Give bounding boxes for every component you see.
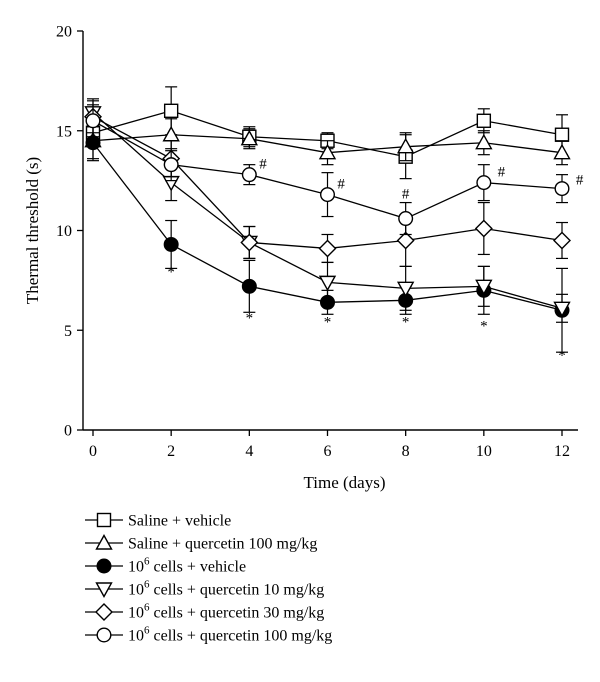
x-tick-label: 6	[324, 443, 332, 460]
data-point	[475, 279, 493, 296]
x-tick-label: 12	[554, 443, 570, 460]
significance-hash: #	[498, 165, 506, 181]
axes: 0 5 10 15 20 0 2 4 6 8 10 12	[56, 24, 578, 460]
data-point	[318, 239, 337, 258]
data-point	[396, 281, 415, 298]
legend-label: 106 cells + vehicle	[128, 556, 246, 576]
y-tick-label: 20	[56, 24, 72, 41]
x-tick-label: 10	[476, 443, 492, 460]
significance-asterisk: *	[558, 348, 566, 364]
legend-item: Saline + vehicle	[85, 513, 231, 530]
data-point	[162, 125, 180, 142]
data-point	[553, 301, 571, 318]
data-point	[553, 143, 571, 160]
significance-hash: #	[576, 173, 584, 189]
legend-label: 106 cells + quercetin 30 mg/kg	[128, 602, 324, 622]
legend-marker	[95, 534, 113, 550]
data-point	[476, 175, 492, 191]
significance-asterisk: *	[246, 310, 254, 326]
legend-item: Saline + quercetin 100 mg/kg	[85, 534, 317, 553]
significance-asterisk: *	[402, 314, 410, 330]
x-tick-label: 4	[245, 443, 253, 460]
y-tick-label: 0	[64, 423, 72, 440]
y-tick-label: 15	[56, 123, 72, 140]
data-point	[85, 113, 101, 129]
data-point	[553, 231, 571, 250]
data-point	[240, 233, 259, 252]
data-point	[318, 275, 337, 292]
data-point	[318, 143, 337, 160]
legend-marker	[96, 558, 112, 574]
significance-hash: #	[259, 157, 267, 173]
legend-marker	[95, 603, 113, 621]
legend-marker	[96, 512, 112, 528]
x-tick-label: 8	[402, 443, 410, 460]
legend-label: 106 cells + quercetin 100 mg/kg	[128, 625, 332, 645]
legend: Saline + vehicle Saline + quercetin 100 m…	[85, 513, 332, 645]
significance-asterisk: *	[480, 318, 488, 334]
significance-asterisk: *	[324, 314, 332, 330]
data-point	[85, 135, 101, 151]
data-point	[396, 231, 415, 250]
data-point	[240, 129, 259, 146]
legend-marker	[95, 582, 113, 598]
data-point	[554, 127, 570, 142]
significance-hash: #	[337, 177, 345, 193]
y-tick-label: 5	[64, 323, 72, 340]
plot-area	[84, 86, 571, 353]
significance-asterisk: *	[167, 264, 175, 280]
legend-item: 106 cells + quercetin 10 mg/kg	[85, 579, 324, 599]
legend-item: 106 cells + quercetin 100 mg/kg	[85, 625, 332, 645]
x-tick-label: 0	[89, 443, 97, 460]
data-point	[398, 211, 414, 227]
data-point	[474, 219, 493, 238]
x-axis-title: Time (days)	[303, 473, 385, 492]
data-point	[476, 113, 492, 128]
data-point	[554, 181, 570, 197]
data-point	[163, 157, 179, 173]
data-point	[475, 133, 493, 150]
data-point	[241, 278, 257, 294]
y-axis-title: Thermal threshold (s)	[23, 157, 42, 304]
data-point	[163, 103, 179, 119]
legend-label: Saline + quercetin 100 mg/kg	[128, 536, 317, 553]
significance-hash: #	[402, 187, 410, 203]
legend-label: 106 cells + quercetin 10 mg/kg	[128, 579, 324, 599]
data-point	[241, 167, 257, 183]
data-point	[163, 236, 179, 252]
legend-item: 106 cells + quercetin 30 mg/kg	[85, 602, 324, 622]
y-tick-label: 10	[56, 223, 72, 240]
annotations: * * * * * * # # # # #	[167, 157, 583, 365]
legend-label: Saline + vehicle	[128, 513, 231, 530]
x-tick-label: 2	[167, 443, 175, 460]
data-point	[320, 187, 336, 203]
data-point	[396, 137, 415, 154]
legend-marker	[96, 627, 112, 643]
legend-item: 106 cells + vehicle	[85, 556, 246, 576]
series-6	[85, 104, 570, 236]
